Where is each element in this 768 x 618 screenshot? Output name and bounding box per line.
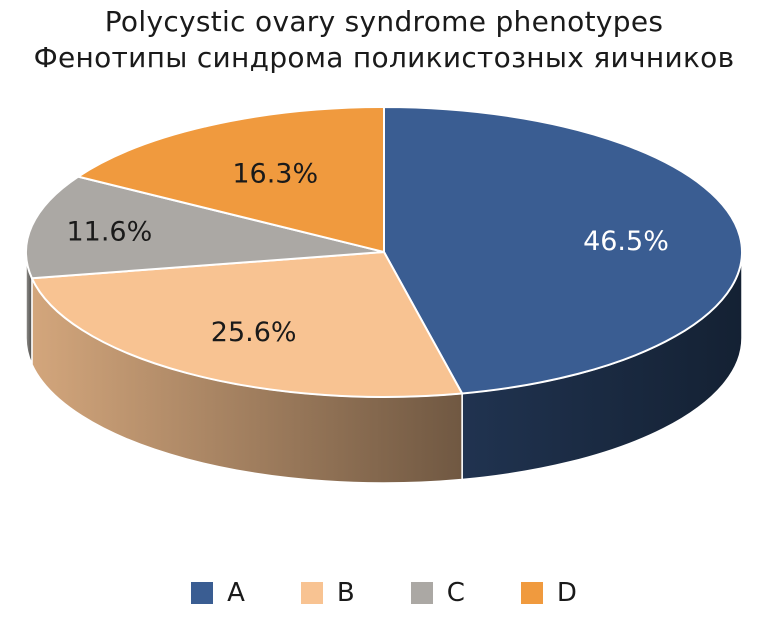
- data-label-a: 46.5%: [583, 226, 669, 257]
- legend-label-b: B: [336, 578, 355, 608]
- pie-slice-c: [25, 175, 385, 280]
- legend-label-a: A: [227, 578, 245, 608]
- legend-item-c: C: [410, 578, 465, 608]
- legend-swatch-b: [300, 582, 323, 604]
- data-label-d: 16.3%: [232, 159, 318, 190]
- legend-item-a: A: [191, 578, 245, 608]
- data-label-b: 25.6%: [211, 317, 297, 348]
- legend-swatch-a: [191, 582, 214, 604]
- legend-label-d: D: [556, 578, 577, 608]
- pie-slice-a: [383, 106, 743, 395]
- chart-subtitle: Фенотипы синдрома поликистозных яичников: [33, 41, 735, 74]
- pie-slice-b: [30, 251, 464, 398]
- legend-swatch-d: [520, 582, 543, 604]
- pie-slice-d: [77, 106, 385, 253]
- legend-item-b: B: [300, 578, 355, 608]
- data-label-c: 11.6%: [66, 217, 152, 248]
- pie-slices: [25, 106, 743, 398]
- legend-swatch-c: [410, 582, 433, 604]
- chart-title: Polycystic ovary syndrome phenotypes: [104, 5, 664, 38]
- legend-item-d: D: [520, 578, 577, 608]
- pie-data-labels: 46.5% 25.6% 11.6% 16.3%: [66, 159, 668, 348]
- chart-title-block: Polycystic ovary syndrome phenotypes Фен…: [0, 4, 768, 76]
- chart-legend: A B C D: [0, 578, 768, 608]
- legend-label-c: C: [446, 578, 465, 608]
